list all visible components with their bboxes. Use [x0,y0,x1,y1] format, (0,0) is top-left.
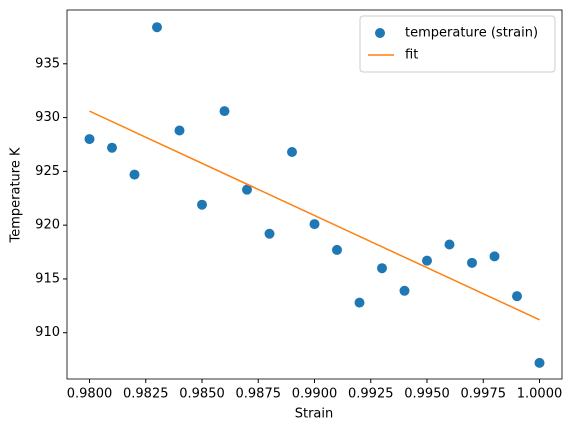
scatter-point [354,297,365,308]
scatter-point [264,228,275,239]
x-tick-label: 0.9800 [67,387,113,402]
y-tick-label: 925 [35,164,60,179]
x-tick-label: 1.0000 [517,387,563,402]
y-tick-label: 920 [35,218,60,233]
x-tick-label: 0.9950 [404,387,450,402]
scatter-point [534,357,545,368]
scatter-point [377,263,387,274]
scatter-point [84,134,95,145]
x-tick-label: 0.9825 [123,387,169,402]
scatter-point [309,219,320,230]
x-axis-label: Strain [295,407,334,422]
scatter-point [129,169,140,180]
plot-frame [66,9,563,380]
y-tick-label: 910 [35,325,60,340]
scatter-point [152,22,162,33]
scatter-point [467,257,477,268]
legend-label: fit [405,48,418,63]
x-tick-label: 0.9850 [179,387,225,402]
scatter-point [422,255,432,266]
scatter-point [242,184,252,195]
y-tick-label: 930 [35,110,60,125]
scatter-point [512,291,522,302]
scatter-point [444,239,455,250]
legend-box [359,15,556,73]
scatter-point [332,244,342,255]
scatter-point [489,251,500,262]
x-tick-label: 0.9875 [236,387,282,402]
scatter-point [399,285,410,296]
scatter-point [174,125,185,136]
x-tick-label: 0.9900 [292,387,338,402]
scatter-point [197,199,207,210]
x-tick-label: 0.9975 [461,387,507,402]
y-axis-label: Temperature K [9,147,24,243]
y-tick-label: 915 [35,271,60,286]
x-tick-label: 0.9925 [348,387,394,402]
legend-marker [375,28,385,38]
legend-label: temperature (strain) [405,26,538,41]
y-tick-label: 935 [35,56,60,71]
scatter-point [107,142,117,153]
scatter-point [219,106,230,117]
scatter-point [287,147,297,158]
fit-line [89,110,540,321]
